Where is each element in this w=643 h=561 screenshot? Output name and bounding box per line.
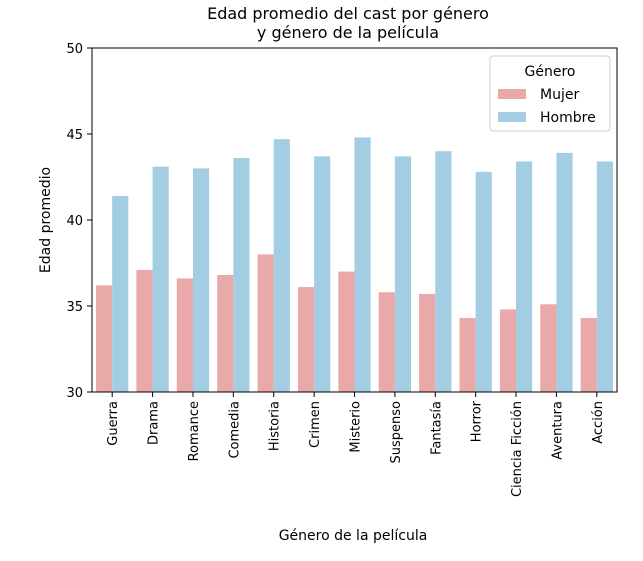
- x-tick-label: Acción: [591, 401, 606, 444]
- bar-hombre-12: [596, 161, 613, 392]
- y-tick-label: 40: [66, 214, 83, 229]
- legend-swatch-mujer: [498, 89, 526, 99]
- chart-title-line-2: y género de la película: [257, 23, 439, 42]
- bar-mujer-8: [419, 293, 436, 392]
- bar-hombre-6: [354, 137, 371, 392]
- bar-mujer-12: [580, 318, 597, 392]
- bar-mujer-6: [338, 271, 355, 392]
- bar-hombre-4: [273, 139, 290, 392]
- x-tick-label: Fantasía: [429, 401, 444, 455]
- bar-mujer-3: [217, 275, 234, 392]
- y-axis-label: Edad promedio: [38, 167, 54, 273]
- x-tick-label: Romance: [187, 401, 202, 461]
- bar-mujer-10: [499, 309, 517, 392]
- x-tick-label: Crimen: [308, 401, 323, 448]
- bar-hombre-3: [233, 158, 250, 392]
- bar-mujer-11: [540, 304, 557, 392]
- bar-mujer-5: [297, 287, 315, 392]
- x-tick-label: Comedia: [227, 401, 242, 459]
- legend-label-mujer: Mujer: [540, 87, 579, 103]
- x-tick-label: Aventura: [550, 401, 565, 460]
- y-tick-label: 45: [66, 128, 83, 143]
- y-tick-label: 50: [66, 42, 83, 57]
- bar-hombre-11: [556, 152, 573, 392]
- x-axis-label: Género de la película: [279, 528, 428, 544]
- bar-hombre-2: [192, 168, 210, 392]
- bar-mujer-1: [136, 269, 153, 392]
- x-tick-label: Misterio: [349, 401, 364, 453]
- x-axis: Guerra Drama Romance Comedia Historia Crimen M…: [106, 392, 606, 497]
- x-tick-label: Ciencia Ficción: [510, 401, 525, 497]
- bar-mujer-0: [96, 285, 113, 392]
- y-axis: 30 35 40 45 50: [66, 42, 92, 401]
- legend-label-hombre: Hombre: [540, 110, 596, 126]
- bar-mujer-7: [378, 292, 395, 392]
- bar-hombre-10: [516, 161, 533, 392]
- bar-mujer-4: [257, 254, 274, 392]
- bar-hombre-8: [435, 151, 452, 392]
- x-tick-label: Suspenso: [389, 401, 404, 464]
- bar-hombre-5: [314, 156, 331, 392]
- bar-mujer-9: [459, 318, 476, 392]
- bar-hombre-7: [394, 156, 412, 392]
- y-tick-label: 35: [66, 300, 83, 315]
- x-tick-label: Horror: [470, 400, 485, 442]
- legend-title: Género: [525, 64, 576, 80]
- bar-hombre-9: [475, 171, 492, 392]
- x-tick-label: Guerra: [106, 401, 121, 446]
- legend-swatch-hombre: [498, 112, 526, 122]
- y-tick-label: 30: [66, 386, 83, 401]
- plot-frame: [91, 47, 618, 393]
- bar-hombre-0: [112, 195, 129, 392]
- x-tick-label: Historia: [268, 401, 283, 451]
- bar-hombre-1: [152, 166, 169, 392]
- chart-title-line-1: Edad promedio del cast por género: [207, 4, 489, 23]
- x-tick-label: Drama: [147, 401, 162, 445]
- bar-mujer-2: [176, 278, 193, 392]
- legend: Género Mujer Hombre: [489, 55, 611, 132]
- bars-layer: [96, 137, 613, 392]
